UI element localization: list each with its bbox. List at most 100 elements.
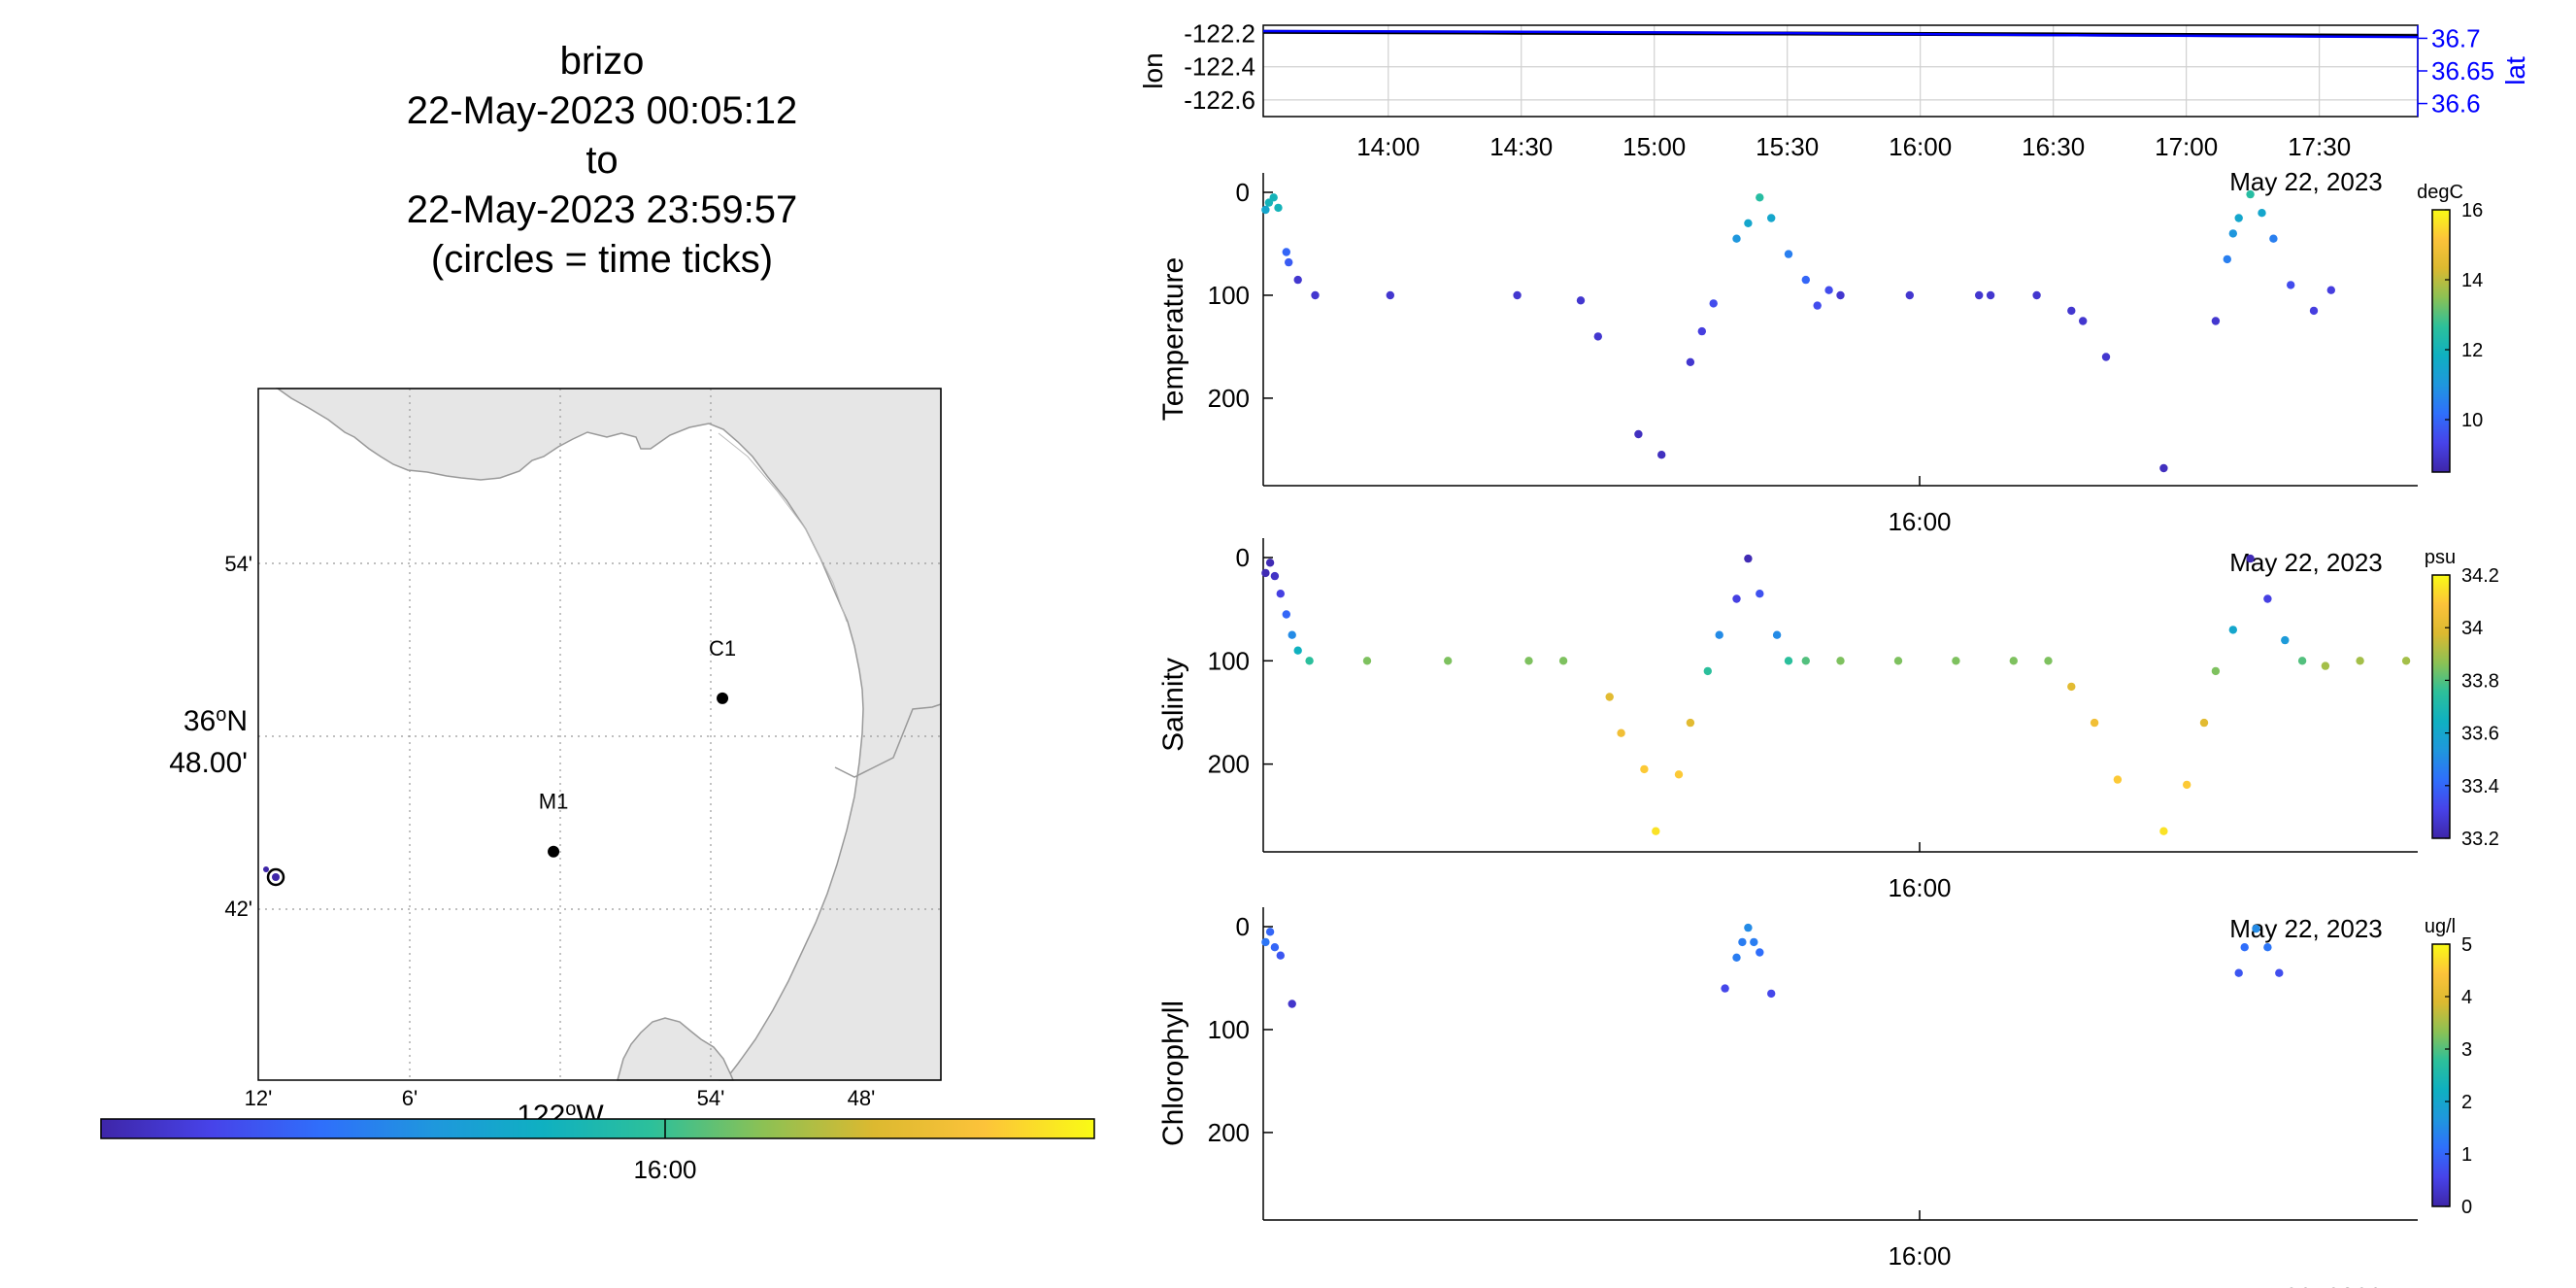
chlorophyll-point (1721, 984, 1729, 993)
temperature-point (1824, 286, 1833, 294)
temperature-date-label: May 22, 2023 (2229, 548, 2383, 577)
salinity-colorbar-label: psu (2425, 547, 2456, 568)
temperature-point (2287, 281, 2295, 289)
chlorophyll-colorbar-label: ug/l (2425, 916, 2456, 937)
temperature-points (1261, 189, 2335, 473)
salinity-point (1756, 590, 1764, 598)
lonlat-series-lat (1262, 29, 2419, 39)
chlorophyll-point (1756, 948, 1764, 957)
salinity-point (2090, 718, 2099, 728)
salinity-point (2228, 626, 2237, 634)
salinity-point (1305, 657, 1314, 665)
salinity-point (1261, 568, 1270, 578)
lon-tick-48: 48' (848, 1086, 876, 1110)
glider-dot (272, 873, 280, 881)
chlorophyll-point (1270, 943, 1280, 952)
chlorophyll-point (2234, 968, 2243, 977)
temperature-ytick-0: 0 (1236, 178, 1250, 207)
salinity-point (1801, 657, 1811, 665)
salinity-xtick: 16:00 (1888, 873, 1951, 902)
salinity-point (2183, 780, 2191, 790)
chlorophyll-point (1738, 937, 1747, 947)
lon-ticks: -122.2-122.4-122.6 (1184, 19, 1255, 115)
lon-axis-label: lon (1138, 52, 1168, 88)
lon-tick-0: -122.2 (1184, 19, 1255, 49)
map-land (275, 388, 942, 1081)
salinity-point (1640, 764, 1649, 774)
salinity-point (2009, 657, 2018, 665)
temperature-xtick: 16:00 (1888, 507, 1951, 536)
temperature-point (2101, 353, 2111, 361)
salinity-points (1261, 554, 2411, 835)
chlorophyll-point (1732, 953, 1741, 962)
lat-tick-0: 36.7 (2431, 23, 2481, 52)
salinity-cbtick-5: 33.2 (2461, 829, 2499, 850)
temperature-point (2228, 229, 2237, 238)
temperature-ytick-1: 100 (1208, 281, 1250, 310)
salinity-ytick-0: 0 (1236, 543, 1250, 572)
map-panel: 54' 36oN 48.00' 42' 12' 6' 54' 48' 122oW… (100, 388, 1095, 1184)
salinity-axis-label: Salinity (1157, 658, 1189, 752)
temperature-colorbar (2431, 209, 2451, 473)
lonlat-time-tick-1: 14:30 (1489, 132, 1553, 161)
map-coastline-inner (718, 432, 848, 623)
temperature-point (1285, 257, 1293, 267)
map-grid (258, 389, 941, 1080)
salinity-point (1288, 630, 1296, 639)
temperature-axis-label: Temperature (1157, 257, 1189, 421)
glider-track-dot (263, 866, 269, 872)
chlorophyll-date-label: May 22, 2023 (2229, 1282, 2383, 1288)
chlorophyll-point (2263, 943, 2272, 952)
temperature-point (1975, 290, 1984, 300)
temperature-point (1732, 234, 1741, 243)
salinity-point (2211, 666, 2221, 676)
chlorophyll-cbtick-3: 2 (2461, 1092, 2472, 1113)
temperature-point (1986, 290, 1995, 300)
salinity-cbtick-4: 33.4 (2461, 776, 2499, 797)
salinity-point (1362, 657, 1372, 665)
temperature-colorbar-label: degC (2417, 182, 2463, 203)
lon-tick-2: -122.6 (1184, 85, 1255, 115)
temperature-point (1593, 332, 1603, 341)
salinity-cbtick-1: 34 (2461, 618, 2483, 639)
chlorophyll-point (1288, 1000, 1296, 1008)
map-colorbar-tick-label: 16:00 (633, 1155, 696, 1184)
salinity-point (2263, 594, 2272, 603)
salinity-point (2281, 635, 2290, 645)
salinity-point (1444, 657, 1453, 665)
lonlat-lines (1262, 29, 2419, 39)
lon-tick-54: 54' (697, 1086, 725, 1110)
salinity-point (1270, 571, 1280, 581)
salinity-point (2067, 682, 2076, 692)
salinity-point (1558, 657, 1568, 665)
salinity-point (1952, 657, 1960, 665)
station-m1-label: M1 (539, 790, 569, 814)
salinity-point (1652, 827, 1660, 835)
salinity-point (1836, 657, 1845, 665)
lonlat-time-tick-6: 17:00 (2155, 132, 2218, 161)
chlorophyll-panel: 0 100 200 16:00 Chlorophyll May 22, 2023 ug/l5… (1157, 907, 2472, 1288)
chlorophyll-point (2240, 943, 2249, 952)
glider-marker (263, 866, 285, 887)
chlorophyll-point (2275, 968, 2284, 977)
chlorophyll-point (1261, 937, 1270, 947)
lon-tick-6: 6' (402, 1086, 418, 1110)
lon-tick-1: -122.4 (1184, 52, 1255, 82)
chlorophyll-point (2252, 924, 2260, 933)
salinity-point (2356, 657, 2364, 665)
lonlat-grid (1263, 25, 2418, 117)
lonlat-time-tick-4: 16:00 (1889, 132, 1952, 161)
salinity-point (1772, 630, 1782, 639)
salinity-cbtick-2: 33.8 (2461, 670, 2499, 692)
temperature-point (2258, 209, 2266, 218)
temperature-point (2234, 214, 2243, 222)
temperature-point (1801, 275, 1811, 285)
title-line-1: brizo (559, 40, 645, 83)
temperature-point (1767, 214, 1776, 222)
chlorophyll-cbtick-2: 3 (2461, 1039, 2472, 1061)
chlorophyll-points (1261, 923, 2284, 1008)
temperature-cbtick-1: 14 (2461, 270, 2483, 291)
lat-tick-48: 48.00' (169, 747, 248, 779)
title-line-4: 22-May-2023 23:59:57 (406, 188, 798, 231)
station-m1-marker (548, 845, 560, 858)
